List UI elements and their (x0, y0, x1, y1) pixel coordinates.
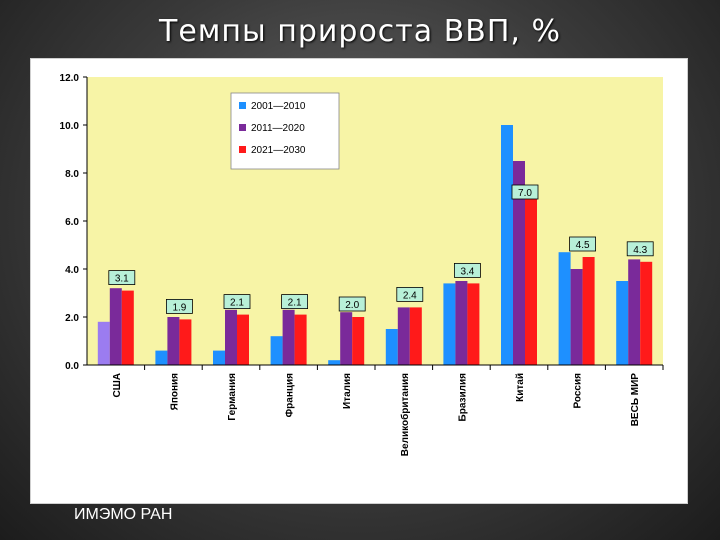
bar (167, 317, 180, 365)
bar (640, 261, 653, 365)
category-label: Бразилия (457, 373, 468, 422)
bar (582, 257, 595, 365)
bar (155, 350, 168, 365)
y-tick-label: 10.0 (60, 121, 80, 132)
bar (121, 290, 134, 365)
legend-entry: 2011—2020 (251, 123, 305, 134)
legend-swatch (239, 102, 246, 109)
bar (616, 281, 629, 365)
bar (328, 360, 341, 365)
legend-entry: 2021—2030 (251, 145, 306, 156)
y-tick-label: 8.0 (65, 169, 79, 180)
bar (513, 161, 525, 365)
data-labels: 3.1 1.9 2.1 2.1 2.0 2.4 3.4 7.0 4.5 4.3 (108, 184, 654, 314)
data-label: 3.4 (460, 266, 474, 277)
bar (270, 336, 283, 365)
data-label: 2.1 (288, 298, 302, 309)
data-label: 2.1 (230, 298, 244, 309)
bar (570, 269, 583, 365)
y-tick-label: 0.0 (65, 361, 79, 372)
data-label: 3.1 (115, 274, 129, 285)
data-label-box (569, 236, 596, 252)
data-label-box (223, 294, 251, 310)
data-label: 4.5 (576, 240, 590, 251)
bar (109, 288, 122, 365)
data-label-box (338, 296, 366, 312)
bar (213, 350, 225, 365)
y-tick-label: 4.0 (65, 265, 79, 276)
chart-frame: 0.0 2.0 4.0 6.0 8.0 10.0 12.0 3.1 1.9 2.1 2.1 2.0 2… (30, 58, 688, 504)
category-label: США (112, 373, 123, 398)
bar (179, 319, 192, 365)
data-label-box (108, 270, 136, 286)
category-label: Италия (342, 373, 353, 409)
bar (455, 281, 468, 365)
data-label-box (626, 241, 654, 257)
category-label: Франция (285, 373, 296, 418)
y-tick-label: 6.0 (65, 217, 79, 228)
data-label: 1.9 (172, 302, 186, 313)
category-label: Великобритания (399, 373, 411, 456)
legend-box (230, 92, 340, 170)
data-label: 7.0 (518, 188, 532, 199)
category-label: Россия (573, 373, 584, 409)
data-label-box (396, 286, 424, 302)
legend-entry: 2001—2010 (251, 101, 306, 112)
y-axis-ticks: 0.0 2.0 4.0 6.0 8.0 10.0 12.0 (60, 73, 87, 372)
bar (558, 252, 571, 365)
bar (294, 314, 307, 365)
category-label: Китай (515, 373, 526, 402)
category-label: ВЕСЬ МИР (630, 373, 641, 427)
slide-title: Темпы прироста ВВП, % (159, 14, 561, 49)
bar-chart: 0.0 2.0 4.0 6.0 8.0 10.0 12.0 3.1 1.9 2.1 2.1 2.0 2… (60, 73, 664, 456)
bar (443, 283, 456, 365)
category-label: Япония (169, 373, 180, 411)
data-label: 2.4 (403, 290, 417, 301)
data-label: 4.3 (633, 245, 647, 256)
data-label-box (453, 262, 481, 278)
bar (467, 283, 480, 365)
bar (409, 307, 422, 365)
bar (397, 307, 410, 365)
legend: 2001—2010 2011—2020 2021—2030 (230, 92, 340, 170)
bar (225, 309, 237, 365)
legend-swatch (239, 124, 246, 131)
data-label-box (281, 294, 309, 310)
bar (525, 197, 537, 365)
data-label: 2.0 (345, 300, 359, 311)
y-tick-label: 12.0 (60, 73, 80, 84)
data-label-box (511, 184, 539, 200)
bar (385, 329, 398, 365)
bar (237, 314, 249, 365)
bar (352, 317, 365, 365)
category-labels: США Япония Германия Франция Италия Великобрит… (112, 365, 664, 456)
bar (501, 125, 513, 365)
footer-text: ИМЭМО РАН (74, 506, 173, 523)
bar (282, 309, 295, 365)
bar (97, 321, 110, 365)
data-label-box (165, 298, 193, 314)
legend-swatch (239, 146, 246, 153)
bar (340, 312, 353, 365)
bars (97, 125, 653, 365)
category-label: Германия (227, 373, 238, 421)
y-tick-label: 2.0 (65, 313, 79, 324)
bar (628, 259, 641, 365)
